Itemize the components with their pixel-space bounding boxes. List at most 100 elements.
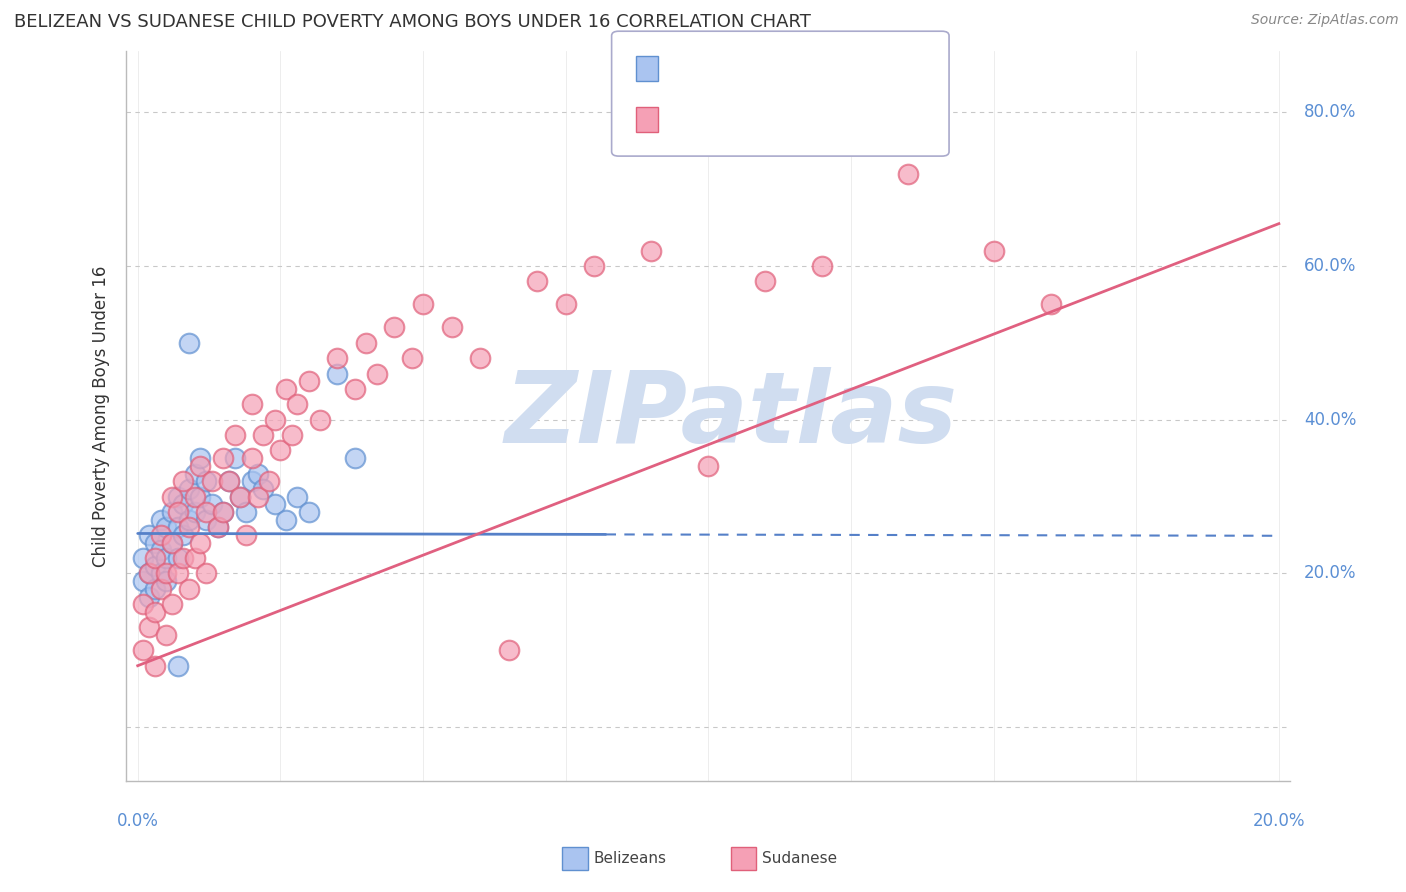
Point [207, 520, 229, 534]
Point [138, 566, 160, 581]
Point [1039, 297, 1062, 311]
Text: Source: ZipAtlas.com: Source: ZipAtlas.com [1251, 13, 1399, 28]
Point [246, 467, 269, 481]
Point [212, 451, 235, 466]
Point [212, 505, 235, 519]
Point [160, 535, 183, 549]
Point [240, 451, 263, 466]
Point [218, 474, 240, 488]
Text: 60.0%: 60.0% [1305, 257, 1357, 275]
Text: N =: N = [770, 111, 807, 128]
Point [177, 582, 200, 596]
Point [172, 551, 194, 566]
Text: BELIZEAN VS SUDANESE CHILD POVERTY AMONG BOYS UNDER 16 CORRELATION CHART: BELIZEAN VS SUDANESE CHILD POVERTY AMONG… [14, 13, 811, 31]
Point [224, 451, 246, 466]
Point [224, 428, 246, 442]
Text: N =: N = [770, 59, 807, 77]
Point [754, 274, 776, 288]
Point [218, 474, 240, 488]
Text: Belizeans: Belizeans [593, 852, 666, 866]
Point [160, 535, 183, 549]
Point [138, 528, 160, 542]
Point [287, 397, 309, 411]
Point [412, 297, 434, 311]
Point [166, 658, 188, 673]
Point [343, 382, 366, 396]
Point [195, 505, 218, 519]
Point [160, 490, 183, 504]
Point [166, 520, 188, 534]
Point [195, 513, 218, 527]
Text: 0.0%: 0.0% [117, 812, 159, 830]
Point [190, 535, 212, 549]
Point [640, 244, 662, 258]
Point [149, 543, 172, 558]
Point [166, 566, 188, 581]
Point [235, 528, 257, 542]
Point [811, 259, 834, 273]
Point [184, 490, 207, 504]
Point [983, 244, 1005, 258]
Point [138, 620, 160, 634]
Point [143, 582, 166, 596]
Y-axis label: Child Poverty Among Boys Under 16: Child Poverty Among Boys Under 16 [93, 265, 110, 566]
Point [138, 590, 160, 604]
Point [526, 274, 548, 288]
Point [257, 474, 280, 488]
Point [143, 658, 166, 673]
Point [240, 397, 263, 411]
Point [274, 382, 297, 396]
Text: 40.0%: 40.0% [1305, 410, 1357, 429]
Point [583, 259, 606, 273]
Point [184, 551, 207, 566]
Point [132, 597, 155, 611]
Point [252, 482, 274, 496]
Point [229, 490, 252, 504]
Text: 0.553: 0.553 [707, 111, 759, 128]
Point [697, 458, 720, 473]
Point [149, 582, 172, 596]
Point [184, 505, 207, 519]
Point [166, 490, 188, 504]
Text: 80.0%: 80.0% [1305, 103, 1357, 121]
Point [132, 643, 155, 657]
Point [326, 367, 349, 381]
Point [184, 467, 207, 481]
Point [201, 497, 224, 511]
Point [498, 643, 520, 657]
Point [252, 428, 274, 442]
Point [229, 490, 252, 504]
Point [138, 566, 160, 581]
Point [298, 374, 321, 388]
Point [195, 566, 218, 581]
Text: -0.013: -0.013 [707, 59, 766, 77]
Point [309, 413, 332, 427]
Point [160, 597, 183, 611]
Point [132, 551, 155, 566]
Point [246, 490, 269, 504]
Point [263, 497, 285, 511]
Point [326, 351, 349, 366]
Point [287, 490, 309, 504]
Point [166, 551, 188, 566]
Point [177, 520, 200, 534]
Point [207, 520, 229, 534]
Point [298, 505, 321, 519]
Point [195, 474, 218, 488]
Text: R =: R = [668, 111, 704, 128]
Point [132, 574, 155, 588]
Point [155, 628, 177, 642]
Point [554, 297, 576, 311]
Point [155, 566, 177, 581]
Point [366, 367, 388, 381]
Point [269, 443, 291, 458]
Point [177, 335, 200, 350]
Point [235, 505, 257, 519]
Text: ZIPatlas: ZIPatlas [505, 368, 957, 465]
Point [143, 535, 166, 549]
Point [240, 474, 263, 488]
Point [440, 320, 463, 334]
Point [149, 513, 172, 527]
Point [155, 574, 177, 588]
Point [401, 351, 423, 366]
